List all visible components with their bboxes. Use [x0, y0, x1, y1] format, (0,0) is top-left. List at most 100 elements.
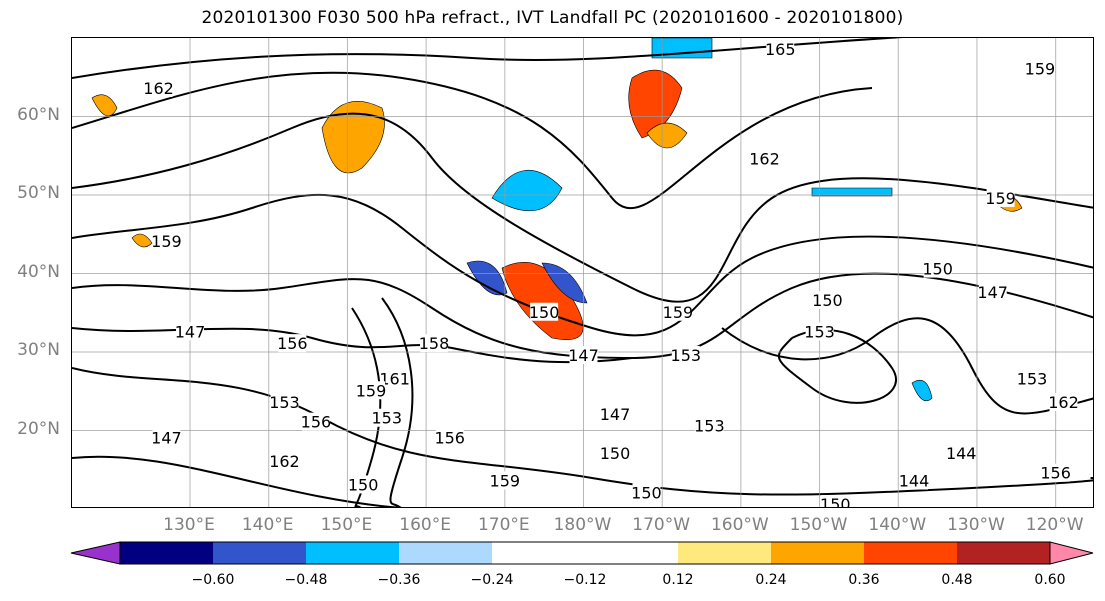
contour-label-bg	[923, 259, 952, 278]
latitude-tick-label: 30°N	[17, 340, 60, 360]
colorbar-segment	[399, 542, 493, 564]
contour-label: 162	[143, 79, 174, 98]
colorbar-tick-label: 0.60	[1034, 572, 1066, 588]
contour-label: 144	[899, 472, 930, 491]
contour-label-bg	[813, 290, 842, 309]
contour-label-bg	[144, 79, 173, 98]
colorbar-segment	[213, 542, 307, 564]
contour-label-bg	[357, 381, 386, 400]
colorbar	[70, 541, 1094, 565]
map-title: 2020101300 F030 500 hPa refract., IVT La…	[201, 8, 904, 28]
longitude-tick-label: 180°W	[553, 515, 612, 535]
contour-label-bg	[1025, 59, 1054, 78]
contour-line	[777, 329, 897, 404]
shaded-region	[131, 233, 153, 248]
contour-label-bg	[695, 416, 724, 435]
contour-label-bg	[671, 345, 700, 364]
contour-label-bg	[152, 428, 181, 447]
contour-label-bg	[349, 475, 378, 494]
colorbar-tick-label: 0.48	[941, 572, 973, 588]
contour-label: 156	[1040, 464, 1071, 483]
contour-label: 147	[600, 405, 631, 424]
contour-label: 153	[671, 346, 702, 365]
latitude-tick-label: 20°N	[17, 418, 60, 439]
shaded-region	[911, 379, 933, 402]
latitude-tick-label: 40°N	[17, 261, 60, 282]
colorbar-segment	[957, 542, 1051, 564]
contour-label-bg	[270, 451, 299, 470]
shaded-region	[628, 69, 683, 139]
contour-label-bg	[600, 444, 629, 463]
contour-line	[721, 317, 1093, 415]
contour-label-bg	[278, 334, 307, 353]
contour-label: 150	[631, 483, 662, 502]
contour-line	[72, 38, 904, 79]
contour-label: 159	[356, 381, 387, 400]
longitude-tick-label: 150°E	[320, 515, 373, 535]
contour-label: 150	[820, 495, 851, 508]
shaded-region	[321, 101, 385, 174]
colorbar-tick-label: −0.48	[284, 572, 328, 588]
latitude-tick-label: 60°N	[17, 104, 60, 125]
contour-label-bg	[663, 302, 692, 321]
contour-label: 159	[151, 232, 182, 251]
colorbar-segment	[771, 542, 865, 564]
contour-label: 153	[804, 322, 835, 341]
contour-label: 159	[985, 189, 1016, 208]
longitude-tick-label: 130°W	[947, 515, 1005, 535]
shaded-region	[646, 122, 688, 149]
latitude-tick-label: 50°N	[17, 183, 60, 203]
colorbar-tick-label: 0.24	[755, 572, 787, 588]
contour-label: 156	[434, 428, 465, 447]
contour-label-bg	[1018, 369, 1047, 388]
contour-label-bg	[900, 471, 929, 490]
contour-label: 150	[600, 444, 631, 463]
colorbar-segment	[864, 542, 958, 564]
longitude-tick-label: 170°E	[477, 515, 530, 535]
contour-label: 156	[301, 413, 332, 432]
colorbar-segment	[492, 542, 586, 564]
contour-label-bg	[435, 428, 464, 447]
contour-label: 147	[151, 428, 182, 447]
map-panel: 162 165 159 162 159 159 150 147 150 153 150 159 147 1…	[71, 37, 1094, 508]
longitude-tick-label: 160°W	[710, 515, 769, 535]
contour-label-bg	[301, 412, 330, 431]
contour-label: 150	[348, 475, 379, 494]
colorbar-extend-min	[70, 541, 121, 565]
contour-label-bg	[490, 471, 519, 490]
contour-label-bg	[805, 322, 834, 341]
colorbar-segment	[585, 542, 679, 564]
contour-label: 159	[1025, 59, 1056, 78]
contour-label: 144	[946, 444, 977, 463]
contour-label-bg	[380, 369, 409, 388]
contour-label-bg	[986, 188, 1015, 207]
contour-label: 158	[419, 334, 450, 353]
contour-label-bg	[419, 334, 448, 353]
longitude-tick-label: 130°E	[163, 515, 215, 535]
longitude-tick-label: 140°W	[868, 515, 927, 535]
contour-label: 150	[922, 260, 953, 279]
contour-label: 147	[175, 322, 206, 341]
contour-label-bg	[600, 404, 629, 423]
contour-label: 150	[812, 291, 843, 310]
contour-label: 159	[490, 472, 521, 491]
contour-label-bg	[978, 283, 1007, 302]
contour-label: 153	[269, 393, 300, 412]
contour-label-bg	[750, 149, 779, 168]
longitude-tick-label: 120°W	[1025, 515, 1084, 535]
contour-label: 162	[749, 150, 780, 169]
contour-label: 153	[1017, 369, 1048, 388]
colorbar-tick-label: 0.36	[848, 572, 880, 588]
colorbar-extend-max	[1049, 541, 1094, 565]
contour-label: 156	[277, 334, 308, 353]
contour-line	[72, 272, 1093, 360]
colorbar-tick-label: −0.36	[377, 572, 421, 588]
longitude-tick-label: 160°E	[399, 515, 451, 535]
colorbar-tick-label: −0.12	[563, 572, 607, 588]
contour-label: 162	[269, 452, 300, 471]
longitude-tick-label: 150°W	[789, 515, 848, 535]
longitude-tick-label: 140°E	[241, 515, 294, 535]
contour-line	[72, 112, 1093, 303]
colorbar-segment	[120, 542, 214, 564]
contour-label: 165	[765, 40, 796, 59]
